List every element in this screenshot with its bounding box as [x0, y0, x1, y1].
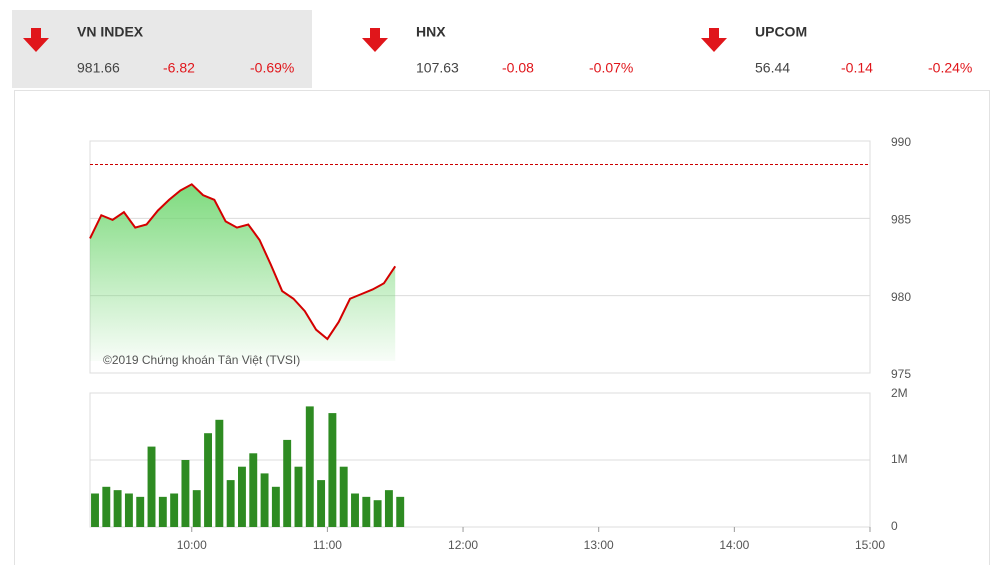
volume-bar: [215, 419, 224, 527]
down-arrow: [23, 28, 49, 52]
volume-bar: [136, 496, 145, 527]
index-value: 107.63: [416, 60, 459, 76]
volume-bar: [238, 466, 246, 527]
index-name: UPCOM: [755, 24, 807, 40]
index-value: 56.44: [755, 60, 790, 76]
volume-bar: [102, 486, 111, 527]
down-arrow: [701, 28, 727, 52]
volume-bar: [271, 486, 280, 527]
x-tick-label: 11:00: [313, 538, 342, 552]
volume-bar: [317, 480, 326, 527]
volume-bar: [91, 493, 99, 527]
x-tick-label: 10:00: [177, 538, 207, 552]
y-tick-label: 985: [891, 213, 911, 227]
y-tick-label: 0: [891, 519, 898, 533]
index-name: VN INDEX: [77, 24, 144, 40]
index-change: -0.14: [841, 60, 873, 76]
index-percent: -0.69%: [250, 60, 294, 76]
annotation: ©2019 Chứng khoán Tân Việt (TVSI): [103, 353, 300, 367]
volume-bar: [170, 493, 179, 527]
index-value: 981.66: [77, 60, 120, 76]
index-name: HNX: [416, 24, 446, 40]
volume-bar: [113, 490, 122, 527]
volume-bar: [249, 453, 258, 527]
index-change: -6.82: [163, 60, 195, 76]
x-tick-label: 15:00: [855, 538, 885, 552]
y-tick-label: 2M: [891, 386, 908, 400]
x-tick-label: 13:00: [584, 538, 614, 552]
y-tick-label: 1M: [891, 452, 908, 466]
volume-bar: [339, 466, 348, 527]
volume-bar: [283, 439, 292, 527]
volume-bar: [396, 496, 405, 527]
index-percent: -0.24%: [928, 60, 972, 76]
volume-bar: [181, 460, 190, 527]
y-tick-label: 975: [891, 367, 911, 381]
volume-bar: [260, 473, 269, 527]
volume-bar: [124, 493, 133, 527]
index-change: -0.08: [502, 60, 534, 76]
x-tick-label: 12:00: [448, 538, 478, 552]
volume-bar: [192, 490, 201, 527]
volume-bar: [373, 500, 382, 527]
price-line: [89, 183, 397, 341]
volume-bar: [351, 493, 359, 527]
down-arrow: [362, 28, 388, 52]
volume-bar: [226, 480, 235, 527]
y-tick-label: 990: [891, 135, 911, 149]
active-tab: [12, 10, 312, 88]
volume-bar: [305, 406, 314, 527]
price-area: [90, 184, 396, 361]
index-percent: -0.07%: [589, 60, 633, 76]
volume-bar: [147, 446, 156, 527]
volume-bar: [204, 433, 212, 527]
volume-bar: [328, 413, 337, 527]
x-tick-label: 14:00: [719, 538, 749, 552]
volume-bar: [158, 496, 167, 527]
chart-panel: [14, 90, 990, 565]
volume-bar: [294, 466, 303, 527]
volume-bar: [384, 490, 393, 527]
y-tick-label: 980: [891, 290, 911, 304]
volume-bar: [362, 496, 371, 527]
